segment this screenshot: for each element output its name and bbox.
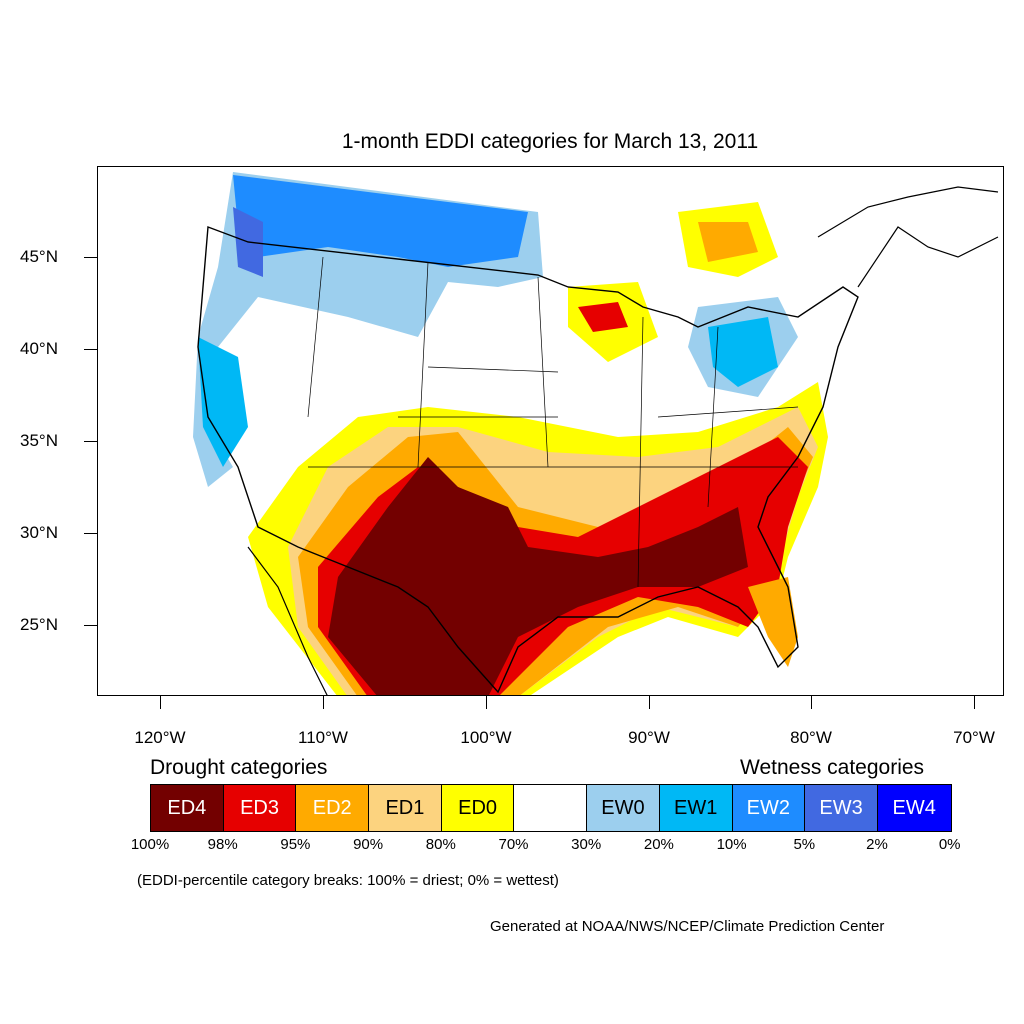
credit-line: Generated at NOAA/NWS/NCEP/Climate Predi… <box>490 918 885 935</box>
legend-cell-ew1: EW1 <box>659 785 733 831</box>
state-boundaries <box>307 256 799 588</box>
legend-cell-ed4: ED4 <box>151 785 224 831</box>
us-outline <box>197 226 859 694</box>
percent-break-label: 100% <box>130 836 170 853</box>
lon-label-80w: 80°W <box>790 728 832 747</box>
lon-label-70w: 70°W <box>953 728 995 747</box>
percent-break-label: 80% <box>425 836 456 853</box>
lon-tick <box>974 696 975 709</box>
lat-tick <box>84 257 97 258</box>
lat-tick <box>84 533 97 534</box>
wet-region-north-rockies <box>233 175 528 267</box>
percent-break-label: 2% <box>866 836 888 853</box>
percent-break-label: 10% <box>716 836 747 853</box>
lat-label-30n: 30°N <box>20 523 58 542</box>
lat-label-45n: 45°N <box>20 247 58 266</box>
lat-label-25n: 25°N <box>20 615 58 634</box>
legend-cell-ed3: ED3 <box>223 785 297 831</box>
legend-cell-ed1: ED1 <box>369 785 442 831</box>
lon-tick <box>160 696 161 709</box>
lon-tick <box>486 696 487 709</box>
percent-break-label: 70% <box>498 836 529 853</box>
drought-region-ontario-core <box>698 222 758 262</box>
map-panel <box>97 166 1004 696</box>
lon-tick <box>649 696 650 709</box>
wet-region-michigan <box>708 317 778 387</box>
drought-region-wisconsin-core <box>578 302 628 332</box>
percent-break-label: 98% <box>207 836 238 853</box>
category-note: (EDDI-percentile category breaks: 100% =… <box>137 872 559 889</box>
legend-cell-ew3: EW3 <box>805 785 878 831</box>
baja-coast <box>247 546 328 695</box>
legend-color-bar: ED4 ED3 ED2 ED1 ED0 EW0 EW1 EW2 EW3 EW4 <box>150 784 952 832</box>
legend-cell-ew2: EW2 <box>732 785 806 831</box>
lon-label-110w: 110°W <box>298 728 348 747</box>
lon-label-90w: 90°W <box>628 728 670 747</box>
lat-label-40n: 40°N <box>20 339 58 358</box>
legend-cell-ew0: EW0 <box>587 785 660 831</box>
lat-tick <box>84 625 97 626</box>
lon-tick <box>811 696 812 709</box>
legend-cell-ed0: ED0 <box>441 785 515 831</box>
percent-break-label: 90% <box>353 836 384 853</box>
drought-region-florida <box>748 577 798 667</box>
map-title: 1-month EDDI categories for March 13, 20… <box>341 130 759 153</box>
legend-cell-neutral <box>514 785 588 831</box>
wet-region-pacific-coast <box>198 337 248 467</box>
percent-break-label: 0% <box>938 836 961 853</box>
wetness-heading: Wetness categories <box>740 756 925 779</box>
lat-tick <box>84 349 97 350</box>
eddi-map <box>193 172 999 695</box>
percent-break-label: 95% <box>280 836 311 853</box>
percent-break-label: 30% <box>571 836 602 853</box>
lat-label-35n: 35°N <box>20 431 58 450</box>
lat-tick <box>84 441 97 442</box>
percent-break-label: 5% <box>793 836 816 853</box>
legend-cell-ed2: ED2 <box>296 785 370 831</box>
lon-label-100w: 100°W <box>460 728 512 747</box>
canada-coastline <box>817 186 999 288</box>
drought-zone-ed4 <box>328 457 748 695</box>
percent-break-label: 20% <box>643 836 674 853</box>
drought-heading: Drought categories <box>150 756 328 779</box>
legend-cell-ew4: EW4 <box>877 785 951 831</box>
lon-label-120w: 120°W <box>134 728 186 747</box>
lon-tick <box>323 696 324 709</box>
